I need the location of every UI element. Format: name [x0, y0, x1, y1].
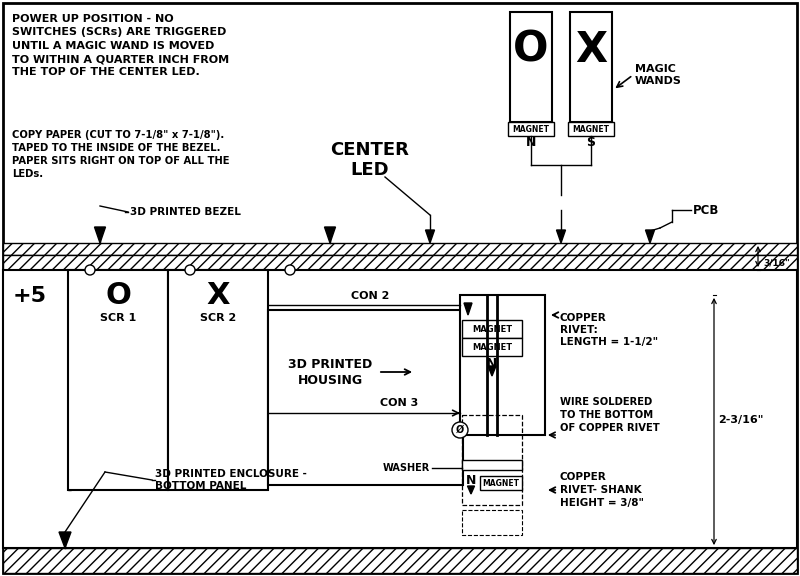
- Text: CON 2: CON 2: [351, 291, 389, 301]
- Bar: [460, 295, 545, 435]
- Bar: [3, 270, 797, 548]
- Text: N: N: [486, 357, 498, 371]
- Text: CENTER
LED: CENTER LED: [330, 141, 410, 179]
- Text: Ø: Ø: [456, 425, 464, 435]
- Bar: [460, 301, 470, 309]
- Text: X: X: [206, 282, 230, 310]
- Text: X: X: [575, 29, 607, 71]
- Text: POWER UP POSITION - NO
SWITCHES (SCRs) ARE TRIGGERED
UNTIL A MAGIC WAND IS MOVED: POWER UP POSITION - NO SWITCHES (SCRs) A…: [12, 14, 229, 77]
- Circle shape: [452, 422, 468, 438]
- Text: MAGNET: MAGNET: [513, 124, 550, 134]
- Text: SCR 2: SCR 2: [200, 313, 236, 323]
- Polygon shape: [325, 227, 335, 243]
- Text: 2-3/16": 2-3/16": [718, 415, 763, 425]
- Bar: [510, 12, 552, 122]
- Text: WASHER: WASHER: [382, 463, 430, 473]
- Polygon shape: [464, 303, 472, 315]
- Bar: [168, 270, 268, 490]
- Text: COPY PAPER (CUT TO 7-1/8" x 7-1/8").
TAPED TO THE INSIDE OF THE BEZEL.
PAPER SIT: COPY PAPER (CUT TO 7-1/8" x 7-1/8"). TAP…: [12, 130, 230, 179]
- Polygon shape: [426, 230, 434, 243]
- Text: 3D PRINTED ENCLOSURE -
BOTTOM PANEL: 3D PRINTED ENCLOSURE - BOTTOM PANEL: [155, 469, 307, 491]
- Text: MAGIC
WANDS: MAGIC WANDS: [635, 64, 682, 86]
- Bar: [68, 270, 71, 490]
- Bar: [568, 122, 614, 136]
- Polygon shape: [488, 366, 496, 376]
- Text: 3/16": 3/16": [763, 259, 790, 267]
- Text: N: N: [466, 473, 476, 487]
- Bar: [3, 548, 797, 573]
- Text: O: O: [105, 282, 131, 310]
- Circle shape: [185, 265, 195, 275]
- Polygon shape: [646, 230, 654, 243]
- Text: MAGNET: MAGNET: [573, 124, 610, 134]
- Text: PCB: PCB: [693, 203, 719, 217]
- Text: COPPER
RIVET- SHANK
HEIGHT = 3/8": COPPER RIVET- SHANK HEIGHT = 3/8": [560, 472, 644, 508]
- Text: WIRE SOLDERED
TO THE BOTTOM
OF COPPER RIVET: WIRE SOLDERED TO THE BOTTOM OF COPPER RI…: [560, 397, 660, 433]
- Text: COPPER
RIVET:
LENGTH = 1-1/2": COPPER RIVET: LENGTH = 1-1/2": [560, 313, 658, 347]
- Bar: [462, 415, 522, 505]
- Bar: [462, 460, 522, 470]
- Bar: [462, 510, 522, 535]
- Text: SCR 1: SCR 1: [100, 313, 136, 323]
- Text: S: S: [586, 137, 595, 150]
- Text: 3D PRINTED
HOUSING: 3D PRINTED HOUSING: [288, 358, 372, 386]
- Bar: [268, 310, 463, 485]
- Text: CON 3: CON 3: [380, 398, 418, 408]
- Bar: [480, 476, 522, 490]
- Text: O: O: [514, 29, 549, 71]
- Text: +5: +5: [13, 286, 47, 306]
- Circle shape: [285, 265, 295, 275]
- Bar: [3, 255, 797, 270]
- Text: 3D PRINTED BEZEL: 3D PRINTED BEZEL: [130, 207, 241, 217]
- Text: MAGNET: MAGNET: [472, 343, 512, 351]
- Polygon shape: [557, 230, 566, 243]
- Bar: [3, 243, 797, 255]
- Bar: [570, 12, 612, 122]
- Bar: [508, 122, 554, 136]
- Text: N: N: [526, 137, 536, 150]
- Polygon shape: [467, 486, 474, 494]
- Polygon shape: [94, 227, 106, 243]
- Bar: [462, 320, 522, 338]
- Bar: [462, 338, 522, 356]
- Text: MAGNET: MAGNET: [472, 324, 512, 334]
- Bar: [68, 270, 168, 490]
- Polygon shape: [59, 532, 71, 548]
- Text: MAGNET: MAGNET: [482, 479, 519, 487]
- Circle shape: [85, 265, 95, 275]
